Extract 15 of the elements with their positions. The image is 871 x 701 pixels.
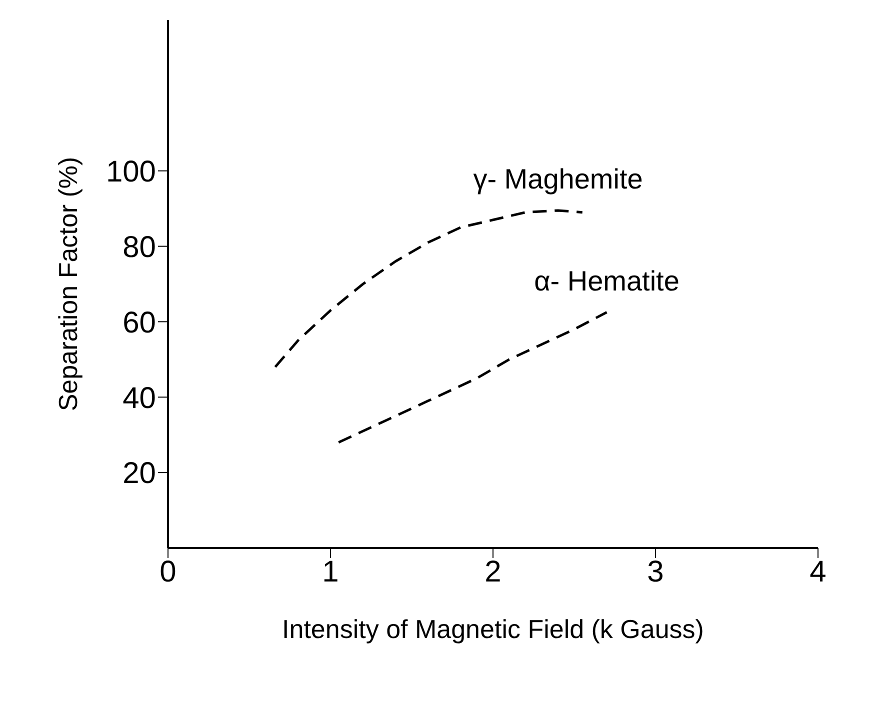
x-tick-label: 1	[322, 555, 339, 588]
y-tick-label: 20	[122, 457, 156, 490]
series-label: γ- Maghemite	[473, 163, 643, 194]
y-tick-label: 100	[106, 156, 156, 189]
y-tick-label: 80	[122, 230, 156, 264]
x-tick-label: 2	[484, 555, 502, 588]
y-tick-label: 60	[122, 306, 156, 340]
x-axis-title: Intensity of Magnetic Field (k Gauss)	[282, 614, 704, 644]
series-label: α- Hematite	[534, 265, 680, 296]
x-tick-label: 0	[160, 555, 176, 588]
y-axis-title: Separation Factor (%)	[53, 156, 84, 412]
x-tick-label: 3	[647, 555, 664, 588]
y-tick-label: 40	[122, 382, 156, 415]
x-tick-label: 4	[810, 555, 826, 588]
line-series	[337, 311, 608, 444]
